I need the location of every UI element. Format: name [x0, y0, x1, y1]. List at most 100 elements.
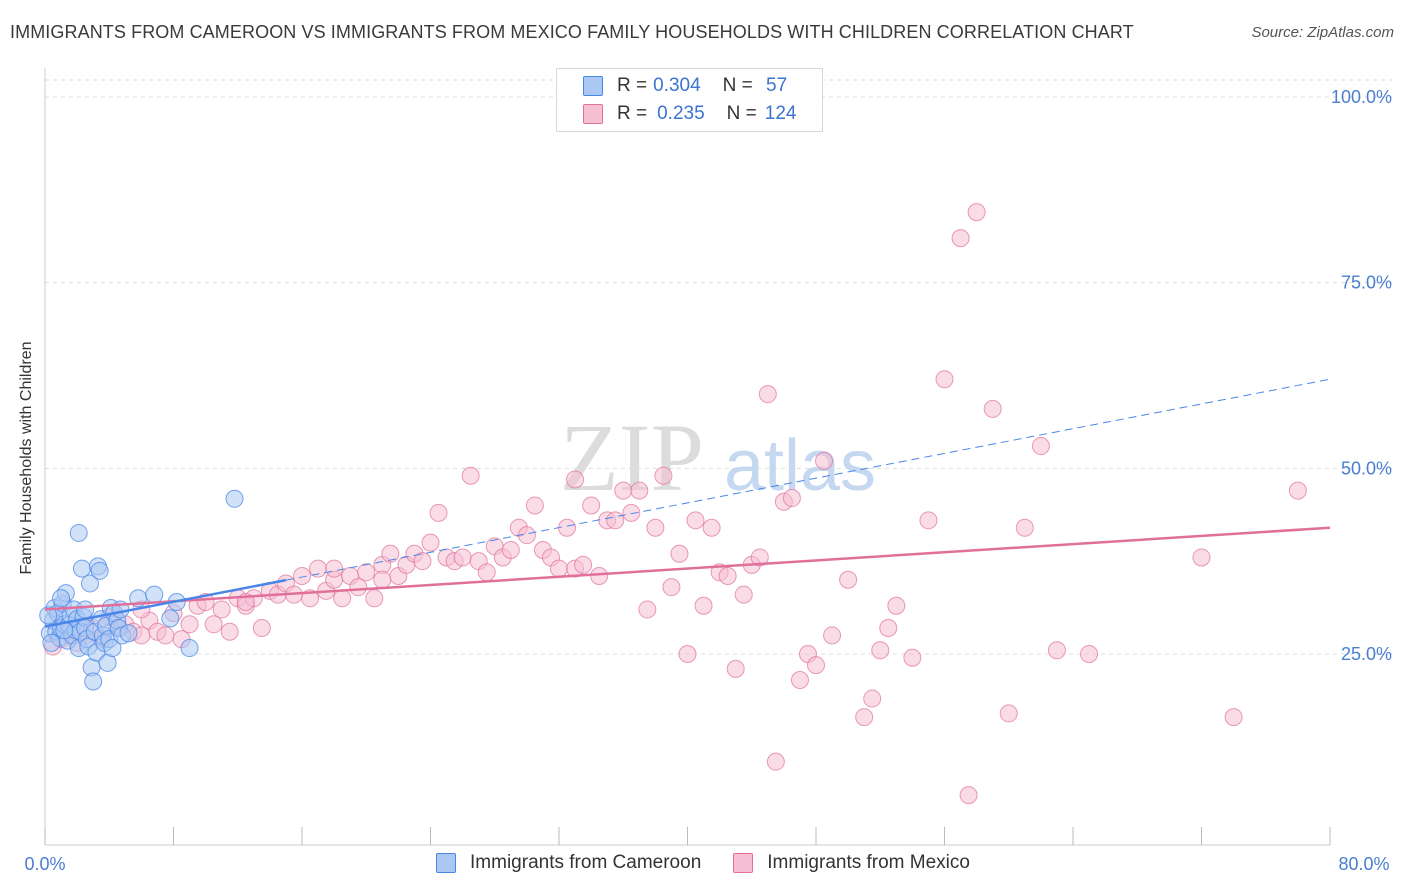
mexico-point [365, 589, 384, 608]
cameroon-point [80, 574, 99, 593]
legend-row-cameroon: R = 0.304 N = 57 [583, 75, 787, 97]
cameroon-r-value: 0.304 [653, 75, 701, 96]
mexico-point [381, 544, 400, 563]
mexico-point [1015, 518, 1034, 537]
cameroon-point [161, 609, 180, 628]
cameroon-swatch [583, 76, 603, 96]
legend-label-cameroon: Immigrants from Cameroon [470, 852, 702, 873]
mexico-point [790, 670, 809, 689]
mexico-point [919, 511, 938, 530]
x-tick-label: 80.0% [1338, 854, 1389, 874]
mexico-point [807, 656, 825, 675]
y-tick-label: 25.0% [1341, 644, 1392, 664]
mexico-point [967, 203, 986, 222]
mexico-point [750, 548, 769, 567]
mexico-n-label: N = [726, 103, 757, 124]
mexico-point [815, 451, 834, 470]
mexico-point [983, 399, 1002, 418]
mexico-point [1047, 641, 1066, 660]
cameroon-point [52, 589, 71, 608]
mexico-point [782, 489, 801, 508]
mexico-point [325, 559, 344, 578]
mexico-point [622, 503, 641, 522]
mexico-point [646, 518, 665, 537]
y-tick-label: 100.0% [1331, 87, 1392, 107]
cameroon-n-label: N = [722, 75, 753, 96]
cameroon-trend-extension [285, 378, 1331, 581]
cameroon-point [72, 559, 91, 578]
mexico-point [1031, 437, 1050, 456]
mexico-trend-line [44, 526, 1331, 611]
mexico-point [606, 511, 625, 530]
legend-item-cameroon[interactable]: Immigrants from Cameroon [436, 852, 701, 874]
mexico-point [654, 466, 673, 485]
x-tick-label: 0.0% [24, 854, 65, 874]
cameroon-point [180, 639, 199, 658]
mexico-point [1192, 548, 1211, 567]
legend-swatch-cameroon [436, 853, 457, 873]
mexico-point [678, 645, 697, 663]
axes [44, 68, 1331, 846]
y-tick-label: 50.0% [1341, 458, 1392, 478]
mexico-point [501, 541, 520, 560]
mexico-point [879, 619, 898, 638]
legend-row-mexico: R = 0.235 N = 124 [583, 103, 796, 125]
legend-swatch-mexico [733, 853, 754, 873]
stats-legend: R = 0.304 N = 57 R = 0.235 N = 124 [556, 68, 823, 132]
mexico-point [204, 615, 223, 634]
mexico-r-value: 0.235 [657, 103, 705, 124]
mexico-point [855, 708, 874, 727]
mexico-point [1224, 708, 1243, 727]
mexico-point [662, 578, 681, 597]
mexico-point [525, 496, 544, 515]
mexico-point [686, 511, 705, 530]
cameroon-r-label: R = [617, 75, 648, 96]
mexico-point [823, 626, 842, 645]
mexico-point [550, 559, 568, 578]
mexico-point [590, 567, 609, 586]
mexico-point [429, 503, 448, 522]
mexico-point [309, 559, 328, 578]
series-cameroon-points [39, 489, 244, 691]
mexico-point [421, 533, 440, 552]
mexico-r-label: R = [617, 103, 648, 124]
mexico-swatch [583, 104, 603, 124]
mexico-point [702, 518, 721, 537]
mexico-point [413, 552, 432, 571]
mexico-point [726, 659, 745, 678]
legend-item-mexico[interactable]: Immigrants from Mexico [733, 852, 970, 874]
cameroon-point [84, 672, 103, 691]
chart-title: IMMIGRANTS FROM CAMEROON VS IMMIGRANTS F… [10, 22, 1134, 42]
mexico-point [373, 570, 392, 589]
mexico-n-value: 124 [764, 103, 797, 124]
mexico-point [574, 555, 593, 574]
mexico-point [357, 563, 376, 582]
mexico-point [839, 570, 858, 589]
cameroon-point [69, 523, 88, 542]
cameroon-point [76, 600, 95, 619]
mexico-point [558, 518, 577, 537]
mexico-point [349, 578, 368, 597]
cameroon-point [225, 489, 244, 508]
mexico-point [566, 470, 585, 489]
mexico-point [935, 370, 954, 389]
mexico-point [871, 641, 890, 660]
tick-labels: 25.0% 50.0% 75.0% 100.0% 0.0% 80.0% [24, 87, 1392, 874]
mexico-point [718, 567, 737, 586]
mexico-point [212, 600, 231, 619]
mexico-point [582, 496, 601, 515]
mexico-point [766, 752, 785, 771]
source-credit: Source: ZipAtlas.com [1251, 24, 1394, 41]
cameroon-point [39, 606, 58, 625]
cameroon-point [42, 633, 61, 652]
watermark-atlas: atlas [724, 426, 876, 506]
mexico-point [887, 596, 906, 615]
mexico-point [461, 466, 480, 485]
cameroon-point [145, 585, 164, 604]
mexico-point [252, 619, 271, 638]
mexico-point [670, 544, 689, 563]
mexico-point [734, 585, 753, 604]
y-tick-label: 75.0% [1341, 273, 1392, 293]
mexico-point [903, 648, 922, 667]
